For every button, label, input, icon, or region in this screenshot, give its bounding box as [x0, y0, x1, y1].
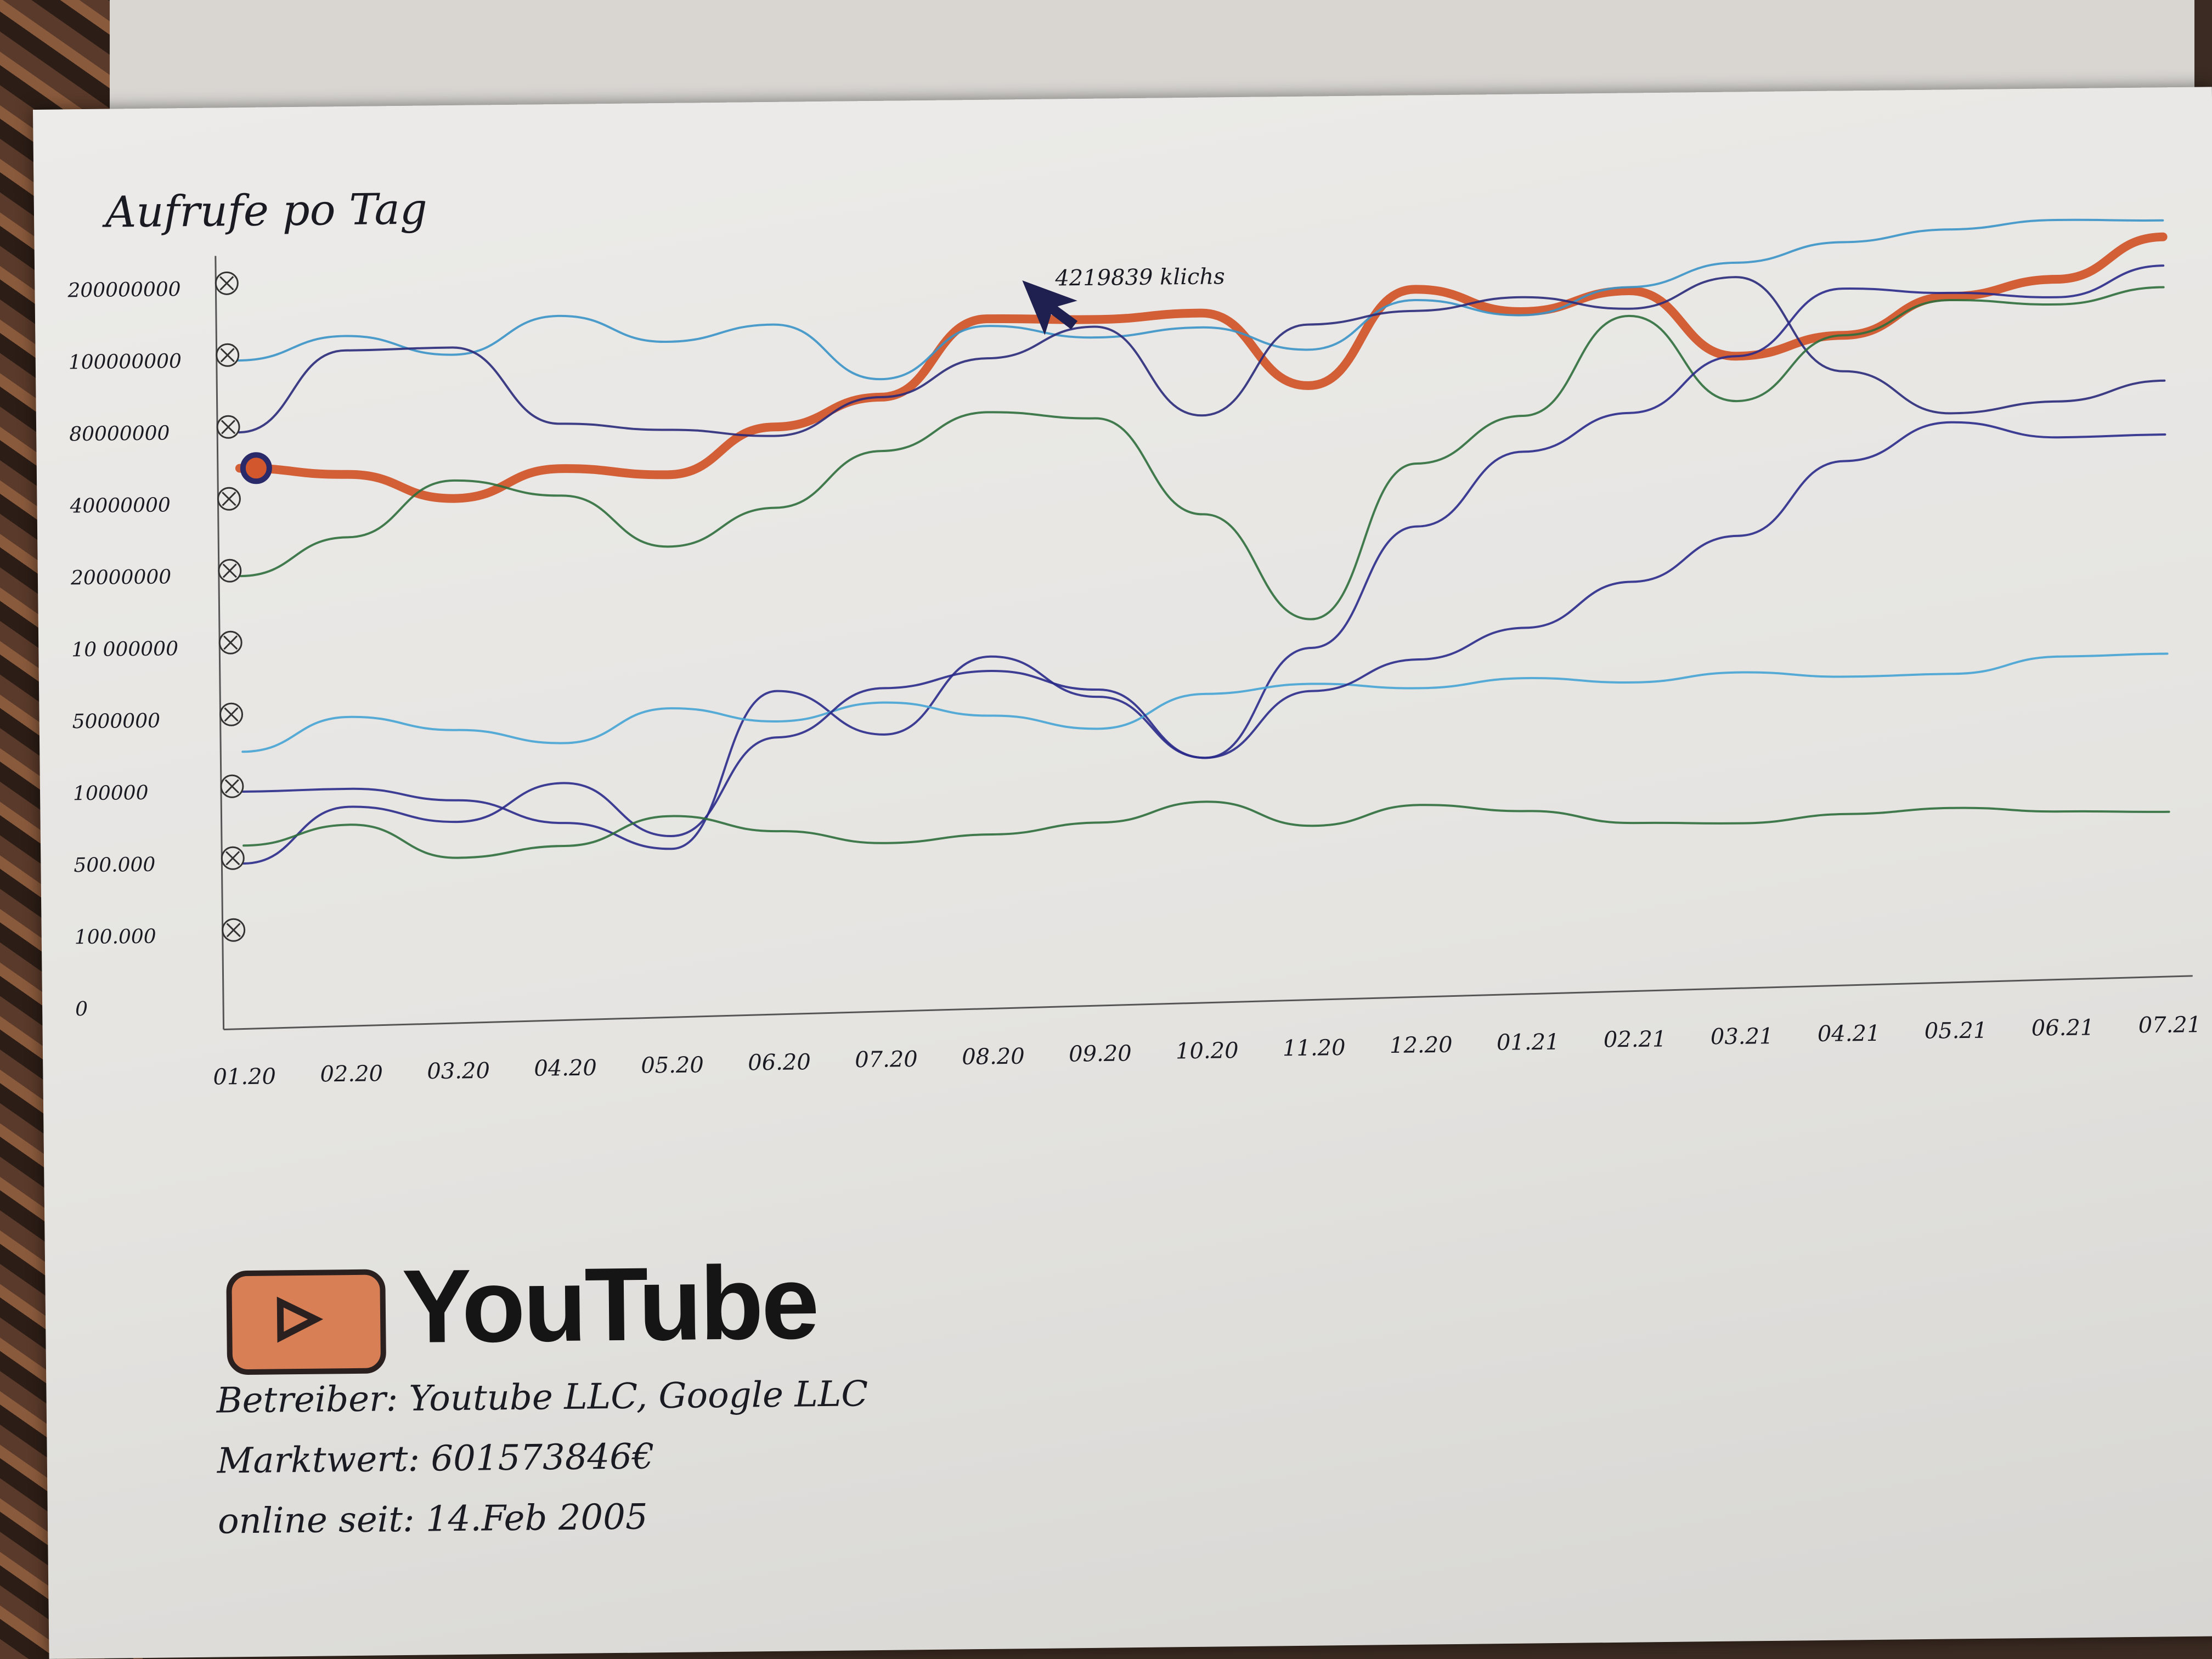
x-tick-label: 01.20: [213, 1064, 276, 1090]
x-tick-label: 07.20: [855, 1047, 918, 1073]
annotation: 4219839 klichs: [1022, 264, 1225, 335]
annotation-label: 4219839 klichs: [1054, 264, 1225, 291]
y-marker-circle: [215, 271, 239, 295]
x-tick-label: 03.20: [427, 1058, 490, 1084]
y-marker-cross: [226, 923, 241, 938]
y-marker-circle: [218, 558, 242, 583]
y-tick-label: 100000: [73, 782, 149, 805]
x-tick-label: 06.21: [2031, 1015, 2094, 1041]
drawing-paper: 200000000 100000000 80000000 40000000 200000…: [33, 87, 2212, 1659]
x-tick-label: 11.20: [1283, 1035, 1346, 1061]
x-tick-label: 06.20: [748, 1049, 811, 1075]
x-tick-label: 07.21: [2138, 1012, 2201, 1038]
y-tick-label: 80000000: [69, 422, 170, 445]
x-tick-label: 02.20: [320, 1061, 383, 1087]
x-tick-label: 10.20: [1176, 1038, 1239, 1064]
x-tick-label: 03.21: [1711, 1024, 1774, 1049]
x-axis-line: [223, 975, 2193, 1030]
y-tick-label: 40000000: [69, 494, 171, 517]
x-tick-label: 04.21: [1818, 1021, 1881, 1047]
y-marker-circle: [216, 343, 240, 367]
series-line: [238, 276, 2166, 437]
x-tick-label: 09.20: [1069, 1041, 1132, 1067]
y-marker-circle: [216, 415, 240, 439]
market-value-text: Marktwert: 601573846€: [217, 1436, 655, 1482]
x-tick-label: 12.20: [1390, 1032, 1453, 1058]
y-marker-cross: [222, 563, 237, 578]
y-marker-circle: [217, 487, 241, 511]
x-tick-label: 05.21: [1925, 1018, 1988, 1044]
x-tick-label: 02.21: [1604, 1026, 1667, 1052]
y-marker-circle: [221, 846, 245, 870]
y-tick-label: 10 000000: [71, 637, 178, 661]
y-tick-label: 100000000: [69, 350, 182, 374]
x-tick-labels: 01.20 02.20 03.20 04.20 05.20 06.20 07.20 08.20…: [213, 1012, 2201, 1090]
online-since-text: online seit: 14.Feb 2005: [217, 1497, 648, 1542]
series-line: [242, 264, 2165, 850]
series-lines: [235, 218, 2170, 865]
y-tick-label: 500.000: [74, 854, 155, 877]
series-line: [237, 218, 2164, 381]
youtube-logo-icon: [226, 1269, 387, 1375]
series-start-marker: [240, 452, 272, 484]
y-marker-circle: [218, 630, 242, 654]
series-line: [239, 286, 2165, 620]
x-tick-label: 05.20: [641, 1052, 704, 1078]
y-axis-markers: [215, 271, 246, 942]
chart-title: Aufrufe po Tag: [102, 184, 428, 237]
x-tick-label: 08.20: [962, 1044, 1025, 1070]
y-marker-circle: [222, 918, 246, 942]
y-marker-cross: [219, 276, 234, 291]
y-tick-label: 200000000: [67, 278, 181, 302]
y-marker-circle: [220, 774, 244, 798]
y-tick-label: 5000000: [72, 710, 160, 733]
y-marker-cross: [224, 779, 240, 794]
y-tick-label: 20000000: [70, 566, 172, 589]
y-marker-circle: [219, 702, 244, 726]
chart-axes: [215, 256, 2193, 1030]
series-line: [241, 652, 2169, 753]
y-marker-cross: [223, 635, 238, 650]
y-marker-cross: [220, 348, 235, 363]
series-line: [242, 421, 2166, 865]
y-marker-cross: [225, 851, 240, 866]
y-tick-label: 100.000: [75, 926, 156, 949]
y-tick-label: 0: [75, 998, 88, 1020]
y-marker-cross: [222, 492, 236, 506]
x-tick-label: 04.20: [534, 1056, 597, 1081]
line-chart: 2000000001000000008000000040000000200000…: [67, 184, 2201, 1090]
operator-text: Betreiber: Youtube LLC, Google LLC: [216, 1374, 868, 1421]
cursor-icon: [1022, 280, 1078, 335]
y-marker-cross: [221, 420, 236, 435]
youtube-wordmark: YouTube: [401, 1244, 818, 1365]
y-tick-labels: 2000000001000000008000000040000000200000…: [67, 278, 182, 1020]
series-line: [242, 800, 2170, 859]
x-tick-label: 01.21: [1497, 1030, 1560, 1056]
y-marker-cross: [224, 707, 239, 722]
